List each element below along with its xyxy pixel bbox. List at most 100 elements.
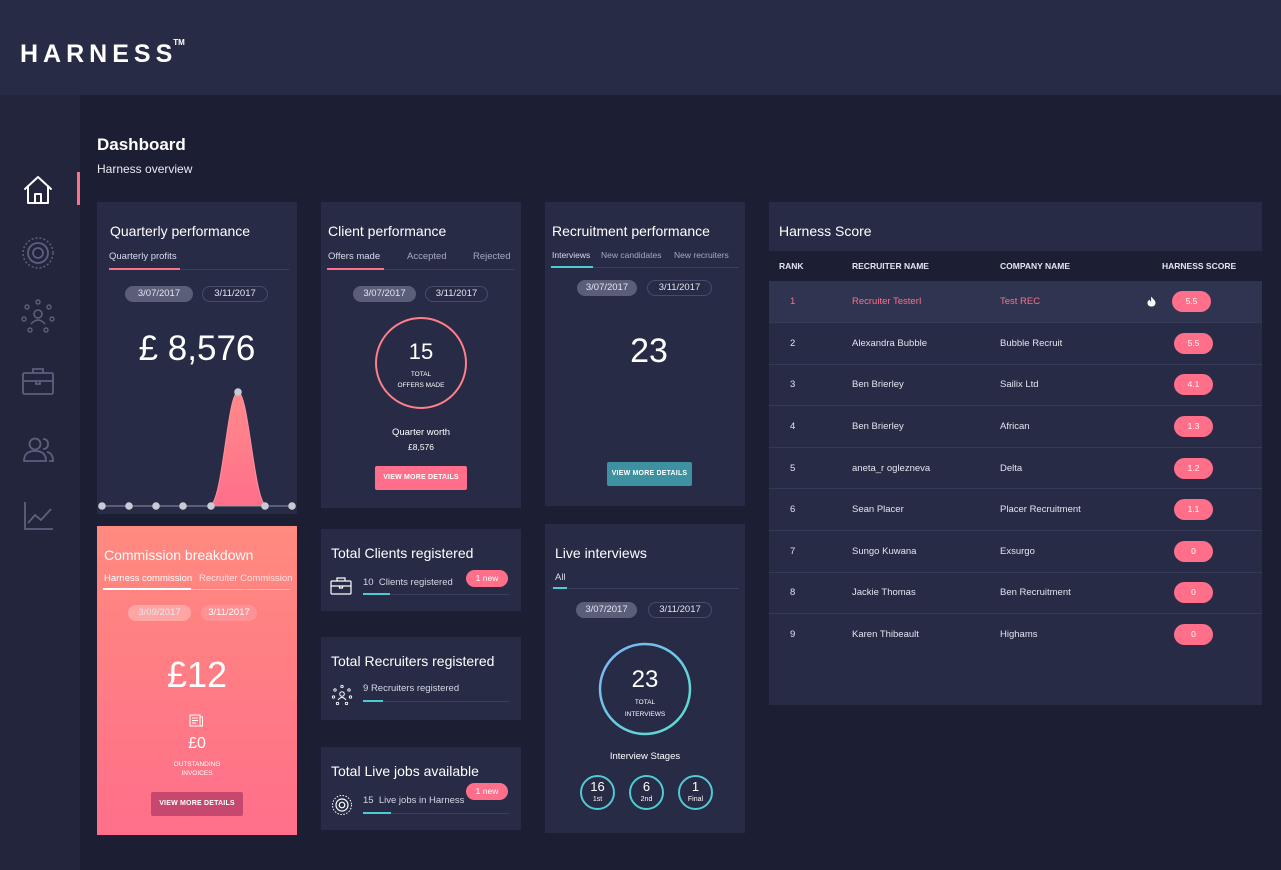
score-cell: 0 [1162,530,1262,573]
stage-ring-2nd [629,775,664,810]
recruiters-count: 9 [363,683,369,694]
recruiter-name-cell: aneta_r oglezneva [852,447,1000,490]
chart-point [207,502,215,510]
company-name-cell: Bubble Recruit [1000,322,1162,365]
users-icon[interactable] [18,430,58,470]
tab-recruiter-commission[interactable]: Recruiter Commission [199,573,293,584]
interview-stages-label: Interview Stages [609,751,681,762]
page-title: Dashboard [97,135,186,154]
date-from-pill[interactable]: 3/07/2017 [577,280,637,296]
tab-accepted[interactable]: Accepted [407,251,447,262]
commission-view-details-button[interactable]: VIEW MORE DETAILS [151,792,243,816]
harness-logo[interactable]: HARNESSTM [20,38,185,69]
interviews-count: 23 [631,666,659,693]
score-cell: 1.3 [1162,405,1262,448]
table-row[interactable]: 1 Recruiter TesterI Test REC 5.5 [769,281,1262,324]
tab-offers-made[interactable]: Offers made [328,251,381,262]
score-pill: 5.5 [1172,291,1211,313]
home-icon[interactable] [18,170,58,210]
column-header-rank[interactable]: RANK [769,251,852,281]
recruitment-performance-card: Recruitment performance Interviews New c… [545,202,745,506]
table-row[interactable]: 9 Karen Thibeault Highams 0 [769,614,1262,656]
tab-new-candidates[interactable]: New candidates [601,250,662,260]
tab-underline [551,266,593,268]
briefcase-icon[interactable] [18,362,58,402]
tab-underline [109,268,180,270]
clients-count: 10 [363,577,374,588]
table-row[interactable]: 5 aneta_r oglezneva Delta 1.2 [769,447,1262,490]
target-icon[interactable] [18,233,58,273]
table-row[interactable]: 6 Sean Placer Placer Recruitment 1.1 [769,488,1262,532]
progress-fill [363,700,383,702]
column-header-harness-score[interactable]: HARNESS SCORE [1162,251,1262,281]
column-header-recruiter-name[interactable]: RECRUITER NAME [852,251,1000,281]
tab-new-recruiters[interactable]: New recruiters [674,250,729,260]
live-jobs-label: Live jobs in Harness [378,795,465,806]
table-row[interactable]: 2 Alexandra Bubble Bubble Recruit 5.5 [769,322,1262,365]
rank-cell: 8 [769,572,852,615]
date-from-pill[interactable]: 3/07/2017 [576,602,637,618]
table-row[interactable]: 8 Jackie Thomas Ben Recruitment 0 [769,572,1262,615]
network-icon [331,684,353,706]
live-jobs-card: Total Live jobs available 15 Live jobs i… [321,747,521,830]
stage-label: Final [687,796,704,803]
score-cell: 4.1 [1162,364,1262,407]
card-title: Total Recruiters registered [331,653,495,669]
recruiter-name-cell: Ben Brierley [852,405,1000,448]
date-to-pill[interactable]: 3/11/2017 [201,605,257,621]
live-interviews-card: Live interviews All 3/07/2017 3/11/2017 … [545,524,745,833]
client-view-details-button[interactable]: VIEW MORE DETAILS [375,466,467,490]
date-to-pill[interactable]: 3/11/2017 [425,286,488,302]
table-row[interactable]: 4 Ben Brierley African 1.3 [769,405,1262,448]
rank-cell: 1 [769,281,852,324]
tab-quarterly-profits[interactable]: Quarterly profits [109,251,177,262]
recruiter-name-cell: Sungo Kuwana [852,530,1000,573]
chart-point [234,388,242,396]
nav-active-indicator [77,172,80,205]
date-to-pill[interactable]: 3/11/2017 [202,286,268,302]
briefcase-icon [330,577,352,595]
tab-divider [551,267,739,268]
recruitment-value: 23 [630,332,668,370]
score-cell: 0 [1162,572,1262,615]
tab-interviews[interactable]: Interviews [552,250,591,260]
offers-label-total: TOTAL [410,371,432,378]
recruitment-view-details-button[interactable]: VIEW MORE DETAILS [607,462,692,486]
chart-line-icon[interactable] [18,496,58,536]
score-pill: 0 [1174,582,1213,604]
date-to-pill[interactable]: 3/11/2017 [647,280,712,296]
client-performance-card: Client performance Offers made Accepted … [321,202,521,508]
live-jobs-count: 15 [363,795,374,806]
date-from-pill[interactable]: 3/09/2017 [128,605,191,621]
logo-text: HARNESS [20,40,178,68]
stage-value: 16 [590,779,605,794]
live-jobs-stat: 15 Live jobs in Harness [363,795,464,806]
offers-ring [375,317,467,409]
chart-point [261,502,269,510]
column-header-company-name[interactable]: COMPANY NAME [1000,251,1162,281]
card-title: Commission breakdown [104,547,254,563]
recruiter-name-cell: Ben Brierley [852,364,1000,407]
card-title: Quarterly performance [110,223,251,239]
stage-value: 6 [642,779,651,794]
progress-track [363,701,509,702]
invoice-icon [189,714,203,727]
outstanding-label: OUTSTANDING [173,761,221,768]
tab-harness-commission[interactable]: Harness commission [104,573,193,584]
date-to-pill[interactable]: 3/11/2017 [648,602,712,618]
card-title: Harness Score [779,223,872,239]
date-from-pill[interactable]: 3/07/2017 [125,286,193,302]
date-from-pill[interactable]: 3/07/2017 [353,286,416,302]
table-row[interactable]: 3 Ben Brierley Sailix Ltd 4.1 [769,364,1262,407]
score-pill: 0 [1174,624,1213,646]
table-row[interactable]: 7 Sungo Kuwana Exsurgo 0 [769,530,1262,573]
card-title: Live interviews [555,545,647,561]
tab-all[interactable]: All [555,572,566,583]
tab-underline [327,268,384,270]
recruiters-registered-stat: 9 Recruiters registered [363,683,459,694]
tab-rejected[interactable]: Rejected [473,251,511,262]
network-icon[interactable] [18,297,58,337]
interviews-label-total: TOTAL [634,699,656,706]
recruiters-label: Recruiters registered [370,683,460,694]
tab-divider [551,588,739,589]
